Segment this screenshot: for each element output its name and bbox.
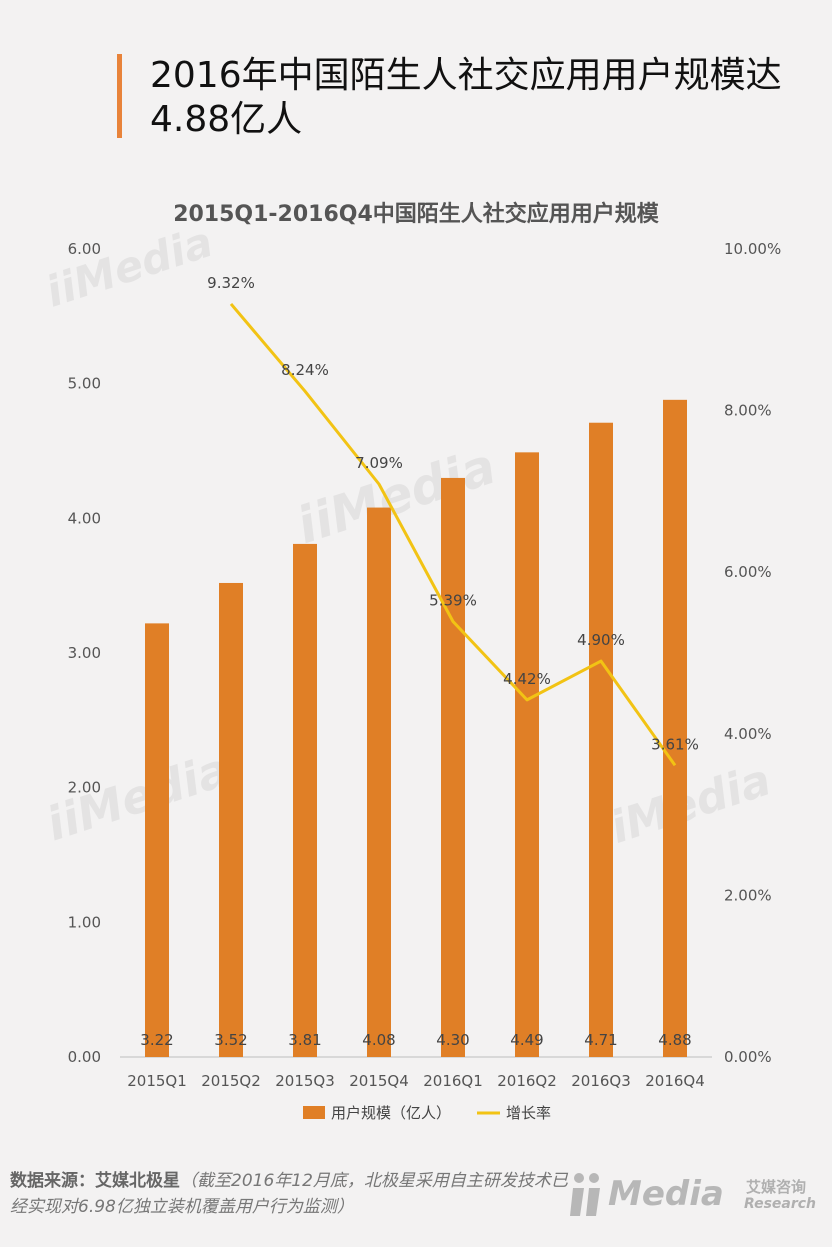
chart-line [229, 302, 677, 767]
y-right-tick-label: 0.00% [724, 1048, 772, 1066]
bar-data-label: 3.52 [214, 1031, 247, 1049]
bar [145, 623, 169, 1057]
title-accent-bar [117, 54, 122, 138]
bar-data-label: 4.49 [510, 1031, 543, 1049]
line-data-label: 3.61% [651, 735, 699, 753]
legend-swatch-bars [303, 1106, 325, 1119]
y-left-tick-label: 6.00 [68, 240, 101, 258]
bar [219, 582, 243, 1057]
chart-bars [145, 399, 687, 1058]
bar [589, 422, 613, 1058]
chart: 0.00 1.00 2.00 3.00 4.00 5.00 6.00 0.00% 2.00% 4.… [68, 240, 782, 1122]
y-left-tick-label: 2.00 [68, 779, 101, 797]
chart-labels: 3.22 3.52 3.81 4.08 4.30 4.49 4.71 4.88 9.32% 8.2… [140, 274, 699, 1049]
chart-legend: 用户规模（亿人） 增长率 [303, 1104, 551, 1122]
x-tick-label: 2016Q3 [571, 1072, 631, 1090]
bar-data-label: 4.30 [436, 1031, 469, 1049]
bar [441, 477, 465, 1057]
source-detail: （截至2016年12月底，北极星采用自主研发技术已经实现对6.98亿独立装机覆盖… [10, 1171, 568, 1217]
bar [663, 399, 687, 1057]
line-data-label: 5.39% [429, 591, 477, 609]
chart-axes: 0.00 1.00 2.00 3.00 4.00 5.00 6.00 0.00% 2.00% 4.… [68, 240, 782, 1090]
bar [367, 507, 391, 1057]
x-tick-label: 2015Q1 [127, 1072, 187, 1090]
legend-label-line: 增长率 [506, 1104, 551, 1122]
y-right-tick-label: 6.00% [724, 563, 772, 581]
logo-cn: 艾媒咨询 [746, 1178, 807, 1196]
bar-data-label: 4.08 [362, 1031, 395, 1049]
legend-label-bars: 用户规模（亿人） [331, 1104, 451, 1122]
growth-line [229, 302, 677, 767]
y-left-tick-label: 1.00 [68, 913, 101, 931]
y-left-tick-label: 0.00 [68, 1048, 101, 1066]
y-right-tick-label: 4.00% [724, 725, 772, 743]
line-data-label: 8.24% [281, 361, 329, 379]
x-tick-label: 2015Q2 [201, 1072, 261, 1090]
y-left-tick-label: 5.00 [68, 375, 101, 393]
y-right-tick-label: 8.00% [724, 402, 772, 420]
bar-data-label: 3.81 [288, 1031, 321, 1049]
company-logo: Media 艾媒咨询 Research [568, 1166, 818, 1226]
line-data-label: 7.09% [355, 454, 403, 472]
line-data-label: 9.32% [207, 274, 255, 292]
logo-mark-icon [570, 1173, 600, 1216]
chart-title: 2015Q1-2016Q4中国陌生人社交应用用户规模 [173, 202, 659, 227]
y-left-tick-label: 4.00 [68, 509, 101, 527]
source-note: 数据来源：艾媒北极星（截至2016年12月底，北极星采用自主研发技术已经实现对6… [10, 1168, 570, 1220]
bar-data-label: 4.88 [658, 1031, 691, 1049]
logo-word: Media [608, 1174, 724, 1214]
x-tick-label: 2015Q4 [349, 1072, 409, 1090]
bar-data-label: 4.71 [584, 1031, 617, 1049]
x-tick-label: 2016Q1 [423, 1072, 483, 1090]
logo-en: Research [744, 1196, 817, 1212]
line-data-label: 4.90% [577, 631, 625, 649]
x-tick-label: 2015Q3 [275, 1072, 335, 1090]
y-right-tick-label: 10.00% [724, 240, 781, 258]
bar [293, 543, 317, 1057]
y-left-tick-label: 3.00 [68, 644, 101, 662]
bar [515, 452, 539, 1057]
page-title: 2016年中国陌生人社交应用用户规模达4.88亿人 [150, 55, 782, 140]
x-tick-label: 2016Q2 [497, 1072, 557, 1090]
source-label: 数据来源：艾媒北极星 [10, 1171, 180, 1191]
line-data-label: 4.42% [503, 670, 551, 688]
bar-data-label: 3.22 [140, 1031, 173, 1049]
x-tick-label: 2016Q4 [645, 1072, 705, 1090]
y-right-tick-label: 2.00% [724, 886, 772, 904]
